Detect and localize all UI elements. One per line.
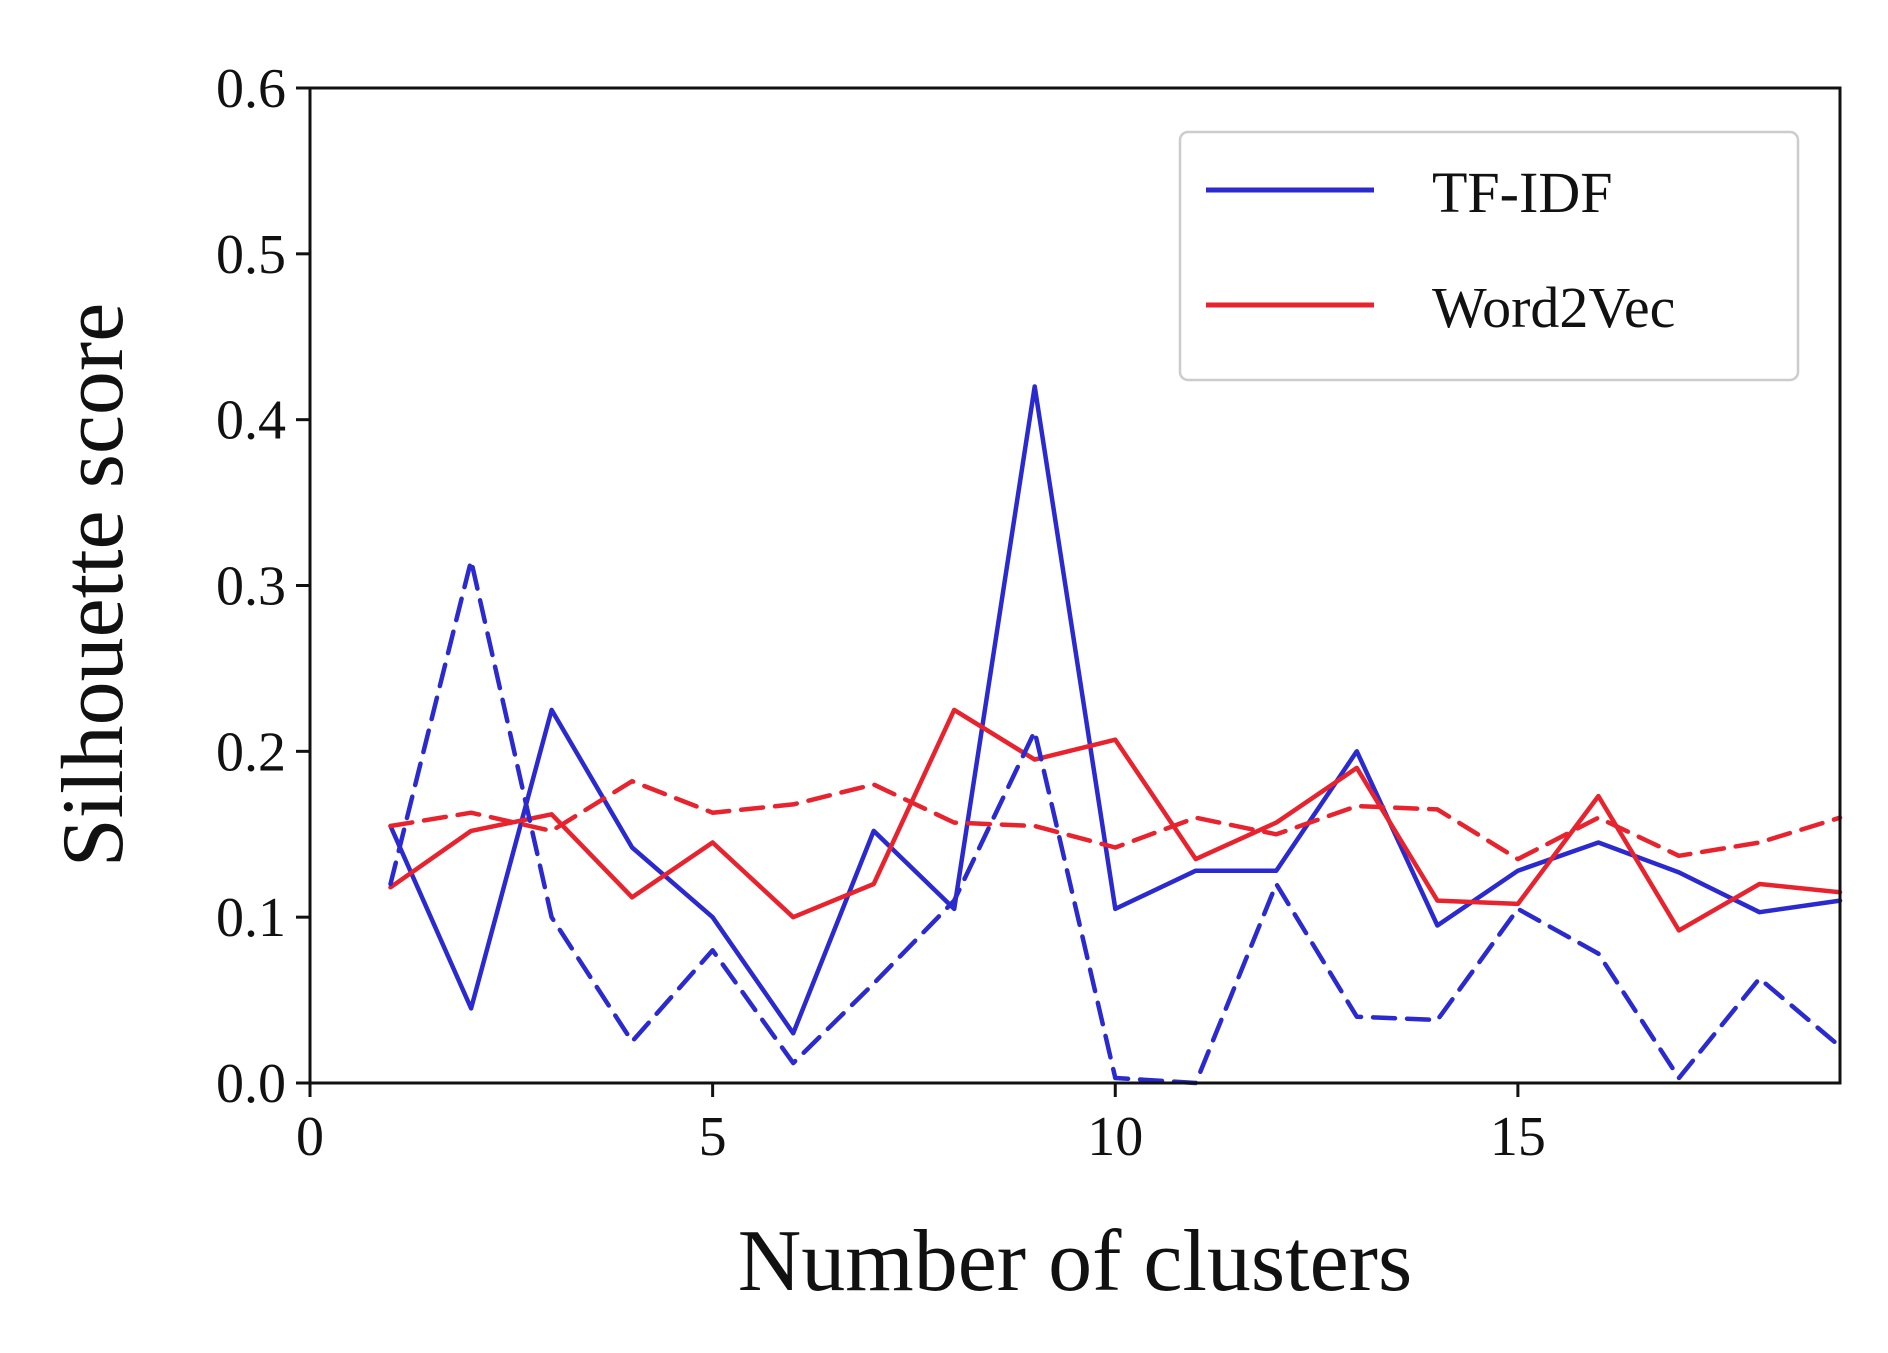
y-tick-label: 0.6 — [216, 58, 286, 120]
x-tick-label: 0 — [296, 1106, 324, 1168]
x-tick-label: 5 — [699, 1106, 727, 1168]
y-tick-label: 0.2 — [216, 721, 286, 783]
x-tick-label: 15 — [1490, 1106, 1546, 1168]
series-line-word2vec-dashed — [388, 778, 1843, 862]
y-tick-label: 0.5 — [216, 224, 286, 286]
legend-box — [1178, 130, 1800, 382]
y-tick-label: 0.3 — [216, 556, 286, 618]
plot-lines — [388, 384, 1843, 1086]
series-line-tf-idf-solid — [388, 384, 1843, 1036]
legend-label-word2vec: Word2Vec — [1432, 275, 1675, 340]
y-tick-label: 0.0 — [216, 1053, 286, 1115]
x-tick-label: 10 — [1087, 1106, 1143, 1168]
legend-label-tf-idf: TF-IDF — [1432, 160, 1612, 225]
series-line-tf-idf-dashed — [388, 558, 1843, 1086]
x-axis-title: Number of clusters — [738, 1213, 1412, 1310]
series-line-word2vec-solid — [388, 707, 1843, 933]
y-axis-title: Silhouette score — [45, 303, 142, 868]
y-axis-ticks: 0.0 0.1 0.2 0.3 0.4 0.5 0.6 — [216, 58, 310, 1115]
legend: TF-IDF Word2Vec — [1178, 130, 1800, 382]
y-tick-label: 0.1 — [216, 887, 286, 949]
y-tick-label: 0.4 — [216, 390, 286, 452]
x-axis-ticks: 0 5 10 15 — [296, 1083, 1546, 1168]
